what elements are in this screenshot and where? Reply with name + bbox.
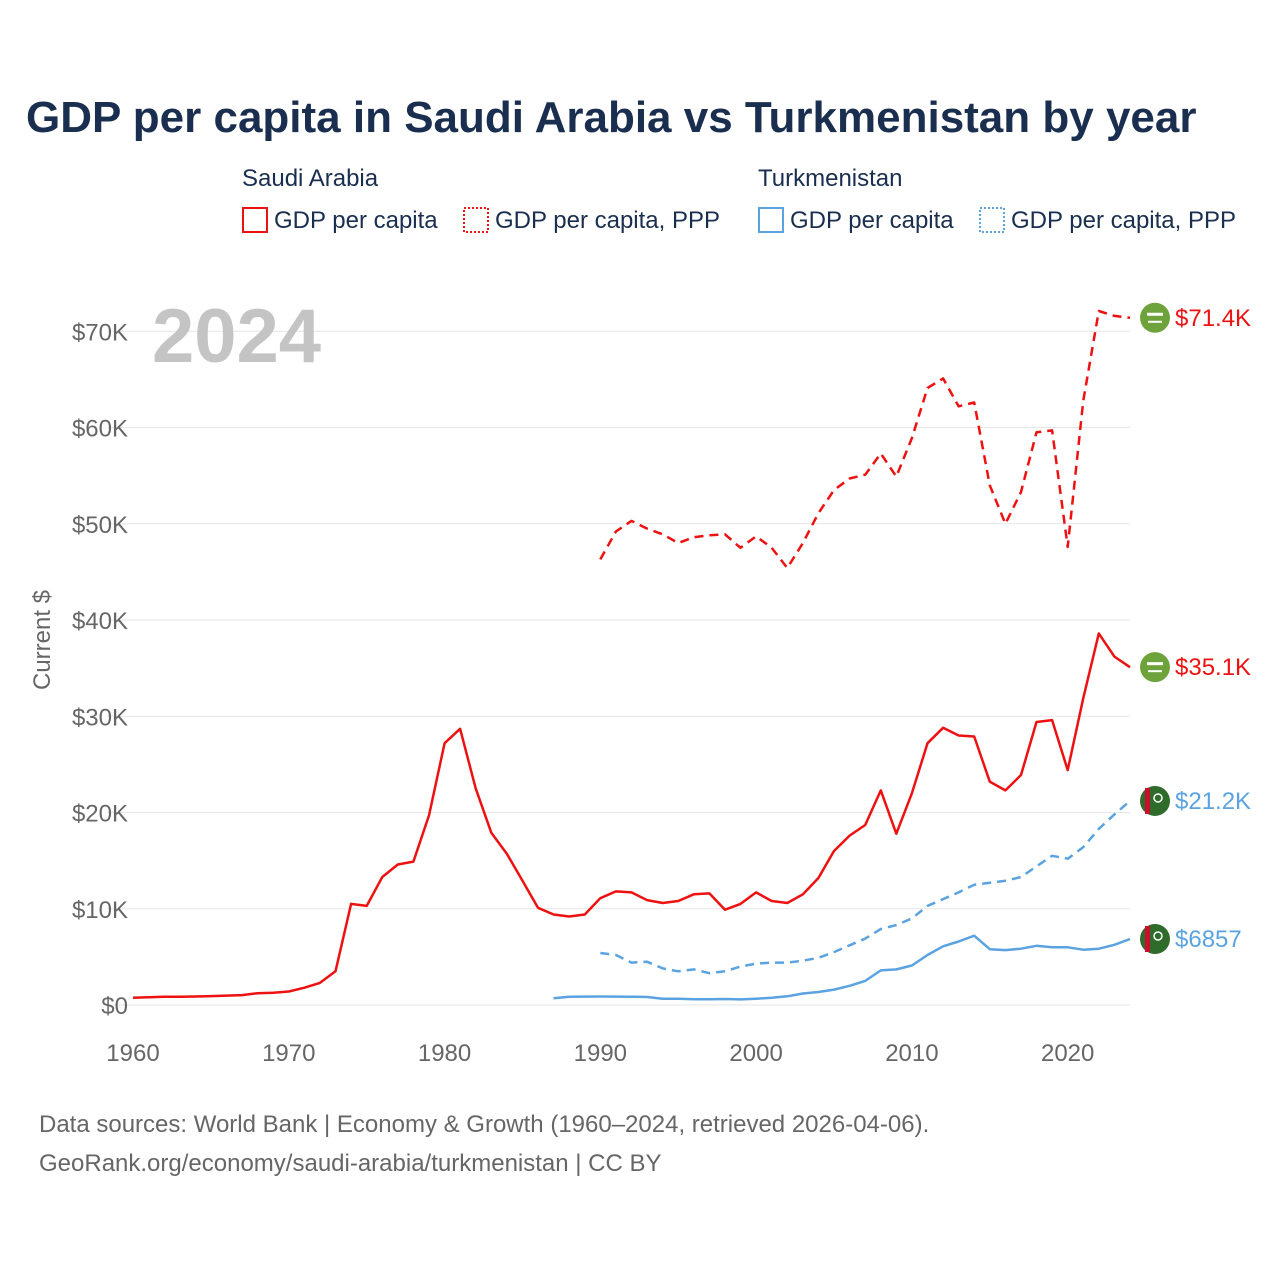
x-tick-label: 1970: [262, 1040, 315, 1067]
end-value-label: $71.4K: [1175, 305, 1251, 332]
legend-label-turkmenistan-ppp[interactable]: GDP per capita, PPP: [1011, 207, 1236, 234]
y-tick-label: $0: [101, 993, 128, 1020]
flag-icon: [1140, 652, 1170, 683]
legend-group-title-saudi: Saudi Arabia: [242, 165, 379, 192]
y-tick-label: $30K: [72, 704, 128, 731]
x-tick-label: 1980: [418, 1040, 471, 1067]
y-tick-label: $10K: [72, 897, 128, 924]
legend-group-title-turkmenistan: Turkmenistan: [758, 165, 903, 192]
series-lines: [132, 309, 1131, 1001]
legend-label-turkmenistan-gdp[interactable]: GDP per capita: [790, 207, 954, 234]
end-labels: $35.1K $71.4K $6857 $21.2K: [1140, 302, 1251, 955]
series-line-3[interactable]: [600, 800, 1131, 975]
flag-icon: [1140, 302, 1170, 333]
footer-source: Data sources: World Bank | Economy & Gro…: [39, 1111, 929, 1138]
y-tick-label: $50K: [72, 512, 128, 539]
flag-icon: [1140, 924, 1170, 955]
end-value-label: $6857: [1175, 926, 1242, 953]
gridlines: [108, 330, 1130, 1006]
chart-title: GDP per capita in Saudi Arabia vs Turkme…: [26, 93, 1197, 142]
y-axis-ticks: $0 $10K $20K $30K $40K $50K $60K $70K: [72, 319, 128, 1020]
y-tick-label: $70K: [72, 319, 128, 346]
legend-swatch-turkmenistan-ppp[interactable]: [979, 207, 1005, 233]
y-axis-label: Current $: [29, 590, 56, 690]
legend-swatch-saudi-ppp[interactable]: [463, 207, 489, 233]
legend-label-saudi-gdp[interactable]: GDP per capita: [274, 207, 438, 234]
x-axis-ticks: 1960 1970 1980 1990 2000 2010 2020: [106, 1040, 1094, 1067]
y-tick-label: $20K: [72, 801, 128, 828]
legend-swatch-saudi-gdp[interactable]: [242, 207, 268, 233]
legend: Saudi Arabia Turkmenistan GDP per capita…: [242, 165, 1236, 234]
year-watermark: 2024: [152, 294, 321, 379]
series-line-2[interactable]: [553, 934, 1131, 1001]
flag-icon: [1140, 785, 1170, 816]
y-tick-label: $60K: [72, 416, 128, 443]
x-tick-label: 2020: [1041, 1040, 1094, 1067]
y-tick-label: $40K: [72, 608, 128, 635]
legend-swatch-turkmenistan-gdp[interactable]: [758, 207, 784, 233]
footer-url[interactable]: GeoRank.org/economy/saudi-arabia/turkmen…: [39, 1150, 662, 1177]
x-tick-label: 1960: [106, 1040, 159, 1067]
x-tick-label: 2000: [729, 1040, 782, 1067]
legend-label-saudi-ppp[interactable]: GDP per capita, PPP: [495, 207, 720, 234]
series-line-1[interactable]: [599, 309, 1131, 570]
x-tick-label: 1990: [574, 1040, 627, 1067]
end-value-label: $21.2K: [1175, 788, 1251, 815]
series-line-0[interactable]: [132, 632, 1131, 1000]
x-tick-label: 2010: [885, 1040, 938, 1067]
end-value-label: $35.1K: [1175, 654, 1251, 681]
